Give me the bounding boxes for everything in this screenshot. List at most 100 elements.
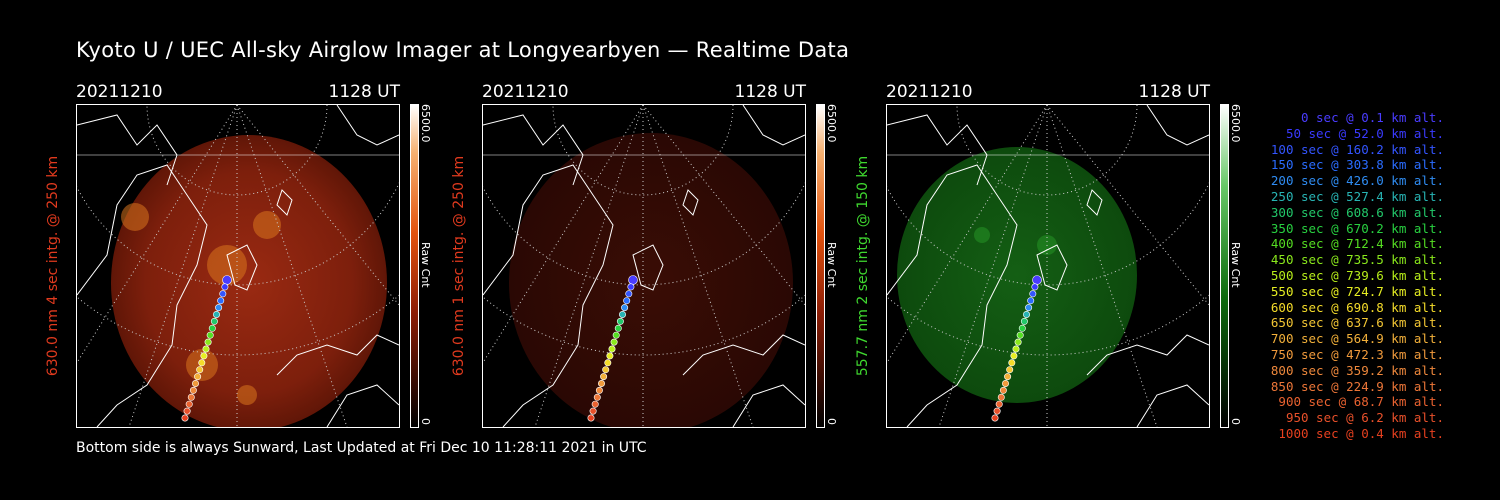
legend-sec: 0 sec [1300,110,1339,125]
trajectory-dot [221,283,229,291]
coastline [1146,105,1209,146]
image-panel: 20211210 1128 UT 630.0 nm 4 sec intg. @ … [45,82,466,432]
allsky-image [76,104,400,428]
footer-note: Bottom side is always Sunward, Last Upda… [76,440,647,456]
colorbar [816,104,825,428]
legend-row: 800 sec @ 359.2 km alt. [1262,363,1444,379]
trajectory-dot [1032,275,1042,285]
allsky-map [77,105,399,427]
legend-alt: 0.4 km alt. [1361,425,1444,441]
aurora-patch [121,203,149,231]
legend-alt: 6.2 km alt. [1361,410,1444,426]
legend-sec: 650 sec [1270,315,1324,331]
legend-row: 650 sec @ 637.6 km alt. [1262,315,1444,331]
meridian-line [236,105,399,306]
latitude-circle [887,294,1209,356]
meridian-line [236,105,348,427]
legend-sep: @ [1323,188,1347,204]
coastline [483,164,614,427]
legend-row: 900 sec @ 68.7 km alt. [1262,394,1444,410]
trajectory-dot [1008,359,1016,367]
trajectory-dot [200,352,208,360]
trajectory-dot [619,311,627,319]
panel-ylabel-text: 557.7 nm 2 sec intg. @ 150 km [855,155,871,377]
trajectory-dot [217,297,225,305]
trajectory-dot [185,400,193,408]
legend-sep: @ [1331,125,1354,141]
legend-alt: 472.3 km alt. [1346,346,1444,362]
trajectory-dot [213,311,221,319]
panel-time: 1128 UT [734,82,807,102]
trajectory-dot [589,407,597,415]
trajectory-dot [194,373,202,381]
legend-sec: 550 sec [1270,283,1324,299]
legend-row: 300 sec @ 608.6 km alt. [1262,205,1444,221]
panel-time: 1128 UT [328,82,401,102]
legend-alt: 735.5 km alt. [1346,252,1444,268]
legend-alt: 527.4 km alt. [1346,188,1444,204]
island-coast [682,189,699,216]
trajectory-dot [1012,345,1020,353]
colorbar-unit: Raw Cnt [825,242,838,288]
coastline [326,384,399,427]
legend-sep: @ [1323,267,1347,283]
trajectory-dot [1031,283,1039,291]
trajectory-dot [591,400,599,408]
latitude-circle [77,294,399,356]
airglow-disk [509,133,793,427]
trajectory-dot [593,393,601,401]
legend-sep: @ [1323,299,1347,315]
panel-date: 20211210 [482,82,569,102]
trajectory-dot [204,338,212,346]
legend-alt: 739.6 km alt. [1346,267,1444,283]
trajectory-dot [1010,352,1018,360]
legend-row: 400 sec @ 712.4 km alt. [1262,236,1444,252]
legend-alt: 426.0 km alt. [1346,173,1444,189]
legend-sep: @ [1323,220,1347,236]
trajectory-dot [991,414,999,422]
trajectory-dot [628,275,638,285]
trajectory-dot [196,366,204,374]
legend-row: 150 sec @ 303.8 km alt. [1262,157,1444,173]
legend-row: 850 sec @ 224.9 km alt. [1262,379,1444,395]
trajectory-dot [995,400,1003,408]
legend-sep: @ [1338,425,1362,441]
trajectory-dot [1014,338,1022,346]
island-coast [1086,189,1103,216]
legend-sec: 300 sec [1270,204,1324,220]
legend-alt: 160.2 km alt. [1346,141,1444,157]
aurora-patch [974,227,990,243]
colorbar-unit: Raw Cnt [1229,242,1242,288]
legend-sep: @ [1323,346,1347,362]
trajectory-dot [1025,304,1033,312]
trajectory-dot [210,317,218,325]
legend-sec: 900 sec [1278,394,1332,410]
airglow-disk [897,147,1137,403]
legend-sec: 500 sec [1270,267,1324,283]
trajectory-dot [625,290,633,298]
page-title: Kyoto U / UEC All-sky Airglow Imager at … [76,38,850,62]
allsky-map [483,105,805,427]
trajectory-dot [1027,297,1035,305]
legend-row: 50 sec @ 52.0 km alt. [1262,126,1444,142]
legend-sep: @ [1331,394,1354,410]
coastline [887,114,988,186]
legend-sep: @ [1323,204,1347,220]
coastline [77,164,208,427]
trajectory-dot [627,283,635,291]
allsky-image [482,104,806,428]
legend-sep: @ [1323,362,1347,378]
legend-sep: @ [1323,236,1347,252]
coastline [276,334,399,376]
image-panel: 20211210 1128 UT 630.0 nm 1 sec intg. @ … [451,82,872,432]
legend-sep: @ [1338,410,1362,426]
legend-sec: 50 sec [1285,125,1332,141]
legend-alt: 224.9 km alt. [1346,378,1444,394]
coastline [1136,384,1209,427]
legend-sep: @ [1323,141,1347,157]
svalbard-coast [226,244,258,291]
airglow-disk [111,135,387,427]
trajectory-dot [1006,366,1014,374]
legend-sec: 250 sec [1270,188,1324,204]
meridian-line [128,105,238,427]
